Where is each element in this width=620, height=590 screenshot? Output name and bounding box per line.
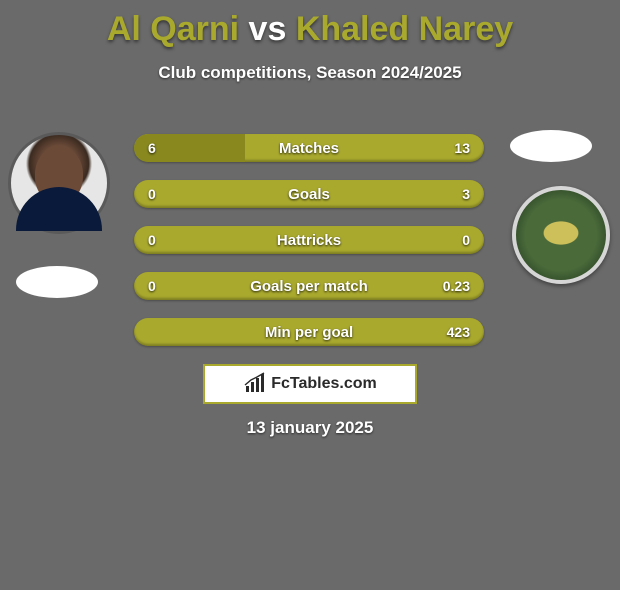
stat-label: Hattricks [277,232,341,249]
stat-bar: Min per goal 423 [134,318,484,346]
stat-label: Goals [288,186,330,203]
stat-bar: 0 Goals per match 0.23 [134,272,484,300]
stat-value-right: 423 [447,324,470,340]
title-player1: Al Qarni [107,10,239,48]
stat-value-right: 0 [462,232,470,248]
stat-label: Goals per match [250,278,368,295]
stat-value-right: 3 [462,186,470,202]
subtitle: Club competitions, Season 2024/2025 [0,63,620,83]
date-text: 13 january 2025 [0,418,620,438]
brand-text: FcTables.com [271,375,377,393]
stat-bars-container: 6 Matches 13 0 Goals 3 0 Hattricks 0 0 Goals per m… [134,134,484,364]
stat-label: Min per goal [265,324,353,341]
stat-bar: 0 Goals 3 [134,180,484,208]
stat-value-left: 0 [148,278,156,294]
avatar-body-shape [16,187,102,231]
title-vs: vs [249,10,287,48]
stat-value-left: 0 [148,232,156,248]
stat-value-right: 0.23 [443,278,470,294]
barchart-icon [243,372,267,396]
stat-value-left: 6 [148,140,156,156]
player2-flag-oval [510,130,592,162]
stat-value-right: 13 [454,140,470,156]
brand-box: FcTables.com [203,364,417,404]
player1-flag-oval [16,266,98,298]
eagle-icon [531,213,591,253]
stat-bar: 0 Hattricks 0 [134,226,484,254]
comparison-title: Al Qarni vs Khaled Narey [0,10,620,49]
player2-club-badge [512,186,610,284]
title-player2: Khaled Narey [296,10,513,48]
player1-avatar [8,132,110,234]
stat-label: Matches [279,140,339,157]
stat-bar: 6 Matches 13 [134,134,484,162]
stat-value-left: 0 [148,186,156,202]
